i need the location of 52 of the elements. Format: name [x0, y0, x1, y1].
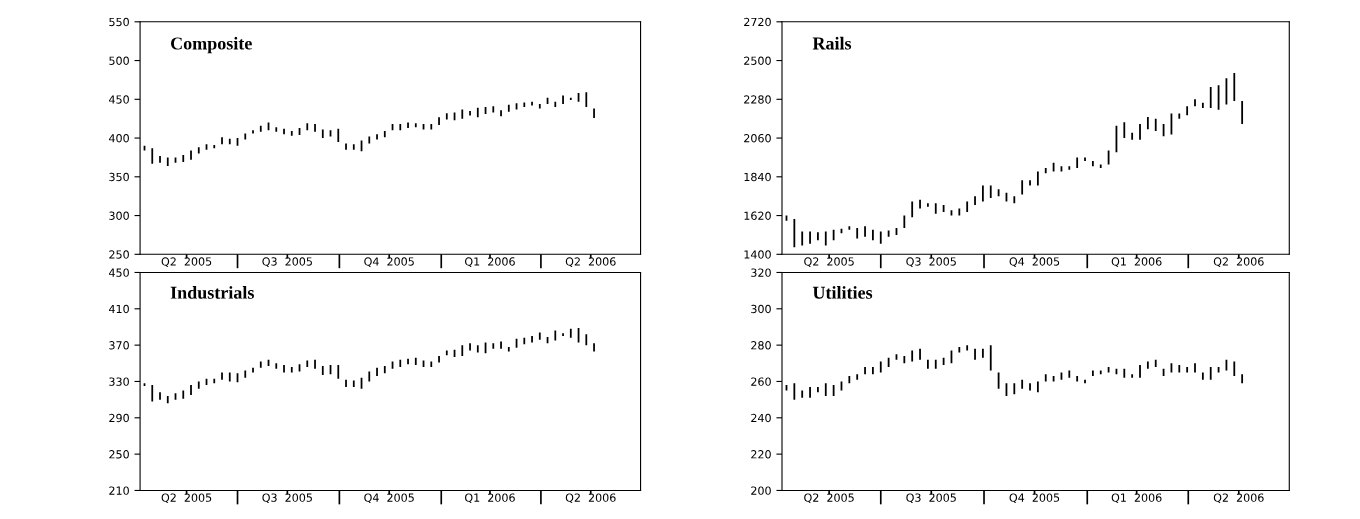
- y-tick-label: 250: [109, 250, 129, 259]
- x-tick-label: Q2 2006: [565, 493, 616, 504]
- text: Utilities: [812, 286, 873, 299]
- y-tick-label: 250: [109, 450, 129, 459]
- x-tick-label: Q1 2006: [1111, 257, 1162, 267]
- x-tick-label: Q1 2006: [1111, 493, 1162, 504]
- text: Industrials: [170, 286, 254, 299]
- text: Rails: [812, 36, 852, 50]
- y-tick-label: 290: [109, 413, 129, 423]
- y-tick-label: 2060: [744, 134, 771, 143]
- y-tick-label: 280: [751, 341, 771, 350]
- x-tick-label: Q3 2005: [262, 493, 312, 504]
- text: Composite: [170, 36, 252, 54]
- x-tick-label: Q2 2005: [161, 257, 212, 267]
- x-tick-label: Q4 2005: [1009, 493, 1060, 504]
- y-tick-label: 260: [751, 377, 771, 386]
- x-tick-label: Q1 2006: [465, 493, 515, 504]
- x-tick-label: Q3 2005: [906, 257, 956, 267]
- y-tick-label: 240: [751, 413, 771, 423]
- y-tick-label: 1620: [744, 211, 771, 220]
- x-tick-label: Q2 2005: [161, 493, 212, 504]
- x-tick-label: Q2 2006: [1213, 493, 1264, 504]
- y-tick-label: 1400: [744, 250, 771, 259]
- y-tick-label: 2500: [744, 56, 771, 65]
- y-tick-label: 300: [751, 304, 771, 314]
- x-tick-label: Q2 2006: [1213, 257, 1264, 267]
- y-tick-label: 300: [109, 211, 129, 220]
- y-tick-label: 220: [751, 450, 771, 459]
- y-tick-label: 1840: [744, 172, 771, 182]
- x-tick-label: Q4 2005: [1009, 257, 1060, 267]
- y-tick-label: 2280: [744, 95, 771, 104]
- y-tick-label: 320: [751, 268, 771, 277]
- y-tick-label: 350: [109, 172, 129, 182]
- y-tick-label: 370: [109, 341, 129, 350]
- y-tick-label: 2720: [744, 17, 771, 27]
- y-tick-label: 330: [109, 377, 129, 386]
- y-tick-label: 210: [109, 486, 129, 495]
- x-tick-label: Q2 2005: [804, 493, 854, 504]
- x-tick-label: Q3 2005: [906, 493, 956, 504]
- y-tick-label: 550: [109, 17, 129, 27]
- x-tick-label: Q3 2005: [262, 257, 312, 267]
- y-tick-label: 450: [109, 95, 129, 104]
- x-tick-label: Q2 2006: [565, 257, 616, 267]
- y-tick-label: 450: [109, 268, 129, 277]
- x-tick-label: Q4 2005: [364, 257, 414, 267]
- x-tick-label: Q2 2005: [804, 257, 854, 267]
- x-tick-label: Q4 2005: [364, 493, 414, 504]
- y-tick-label: 410: [109, 304, 129, 314]
- y-tick-label: 400: [109, 134, 129, 143]
- y-tick-label: 200: [751, 486, 771, 495]
- x-tick-label: Q1 2006: [465, 257, 515, 267]
- y-tick-label: 500: [109, 56, 129, 65]
